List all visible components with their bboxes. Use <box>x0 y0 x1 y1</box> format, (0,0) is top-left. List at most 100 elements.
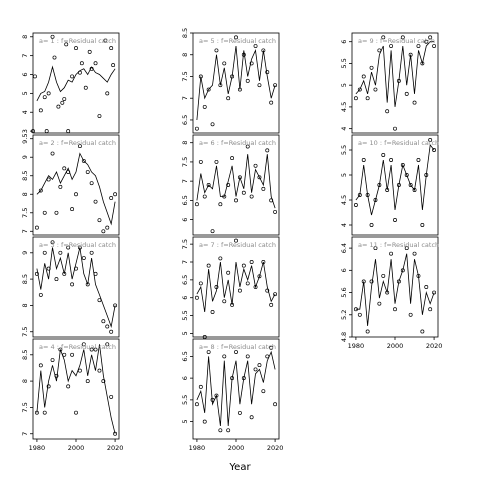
y-tick-label: 5 <box>181 331 189 335</box>
data-point <box>234 198 238 203</box>
data-point <box>253 367 258 372</box>
data-point <box>269 198 274 203</box>
data-point <box>62 271 67 276</box>
panel-title: a= 1 : f=Residual catch <box>39 37 116 45</box>
data-point <box>234 238 238 243</box>
data-point <box>265 288 270 293</box>
y-tick-label: 8 <box>181 53 189 57</box>
data-point <box>50 358 55 363</box>
y-tick-label: 6.5 <box>181 275 189 285</box>
x-tick-label: 2020 <box>426 342 443 350</box>
data-point <box>44 129 49 134</box>
y-tick-label: 8.5 <box>21 350 29 360</box>
data-point <box>404 246 409 251</box>
data-point <box>241 52 246 57</box>
data-point <box>54 277 59 282</box>
data-point <box>214 48 219 53</box>
data-point <box>353 307 358 312</box>
panel-11: 4.8 5.2 5.6 6 6.4 1980 2000 2020 a= 11 : f=Resid… <box>340 236 443 350</box>
data-point <box>70 207 75 212</box>
data-point <box>74 410 78 415</box>
data-point <box>428 35 433 40</box>
data-point <box>206 263 211 268</box>
data-point <box>74 46 78 51</box>
data-point <box>424 39 429 44</box>
data-point <box>113 192 118 197</box>
panel-2: 7 7.5 8 8.5 9 9.5 a= 2 : f=Residual catch <box>21 134 120 236</box>
data-point <box>400 163 405 167</box>
data-point <box>33 74 37 79</box>
y-tick-label: 6 <box>340 40 348 44</box>
data-point <box>97 218 102 223</box>
y-tick-label: 8 <box>21 35 29 39</box>
data-point <box>202 104 207 109</box>
y-tick-label: 7.5 <box>181 157 189 167</box>
panel-title: a= 10 : f=Residual catch <box>358 139 439 147</box>
data-point <box>245 281 250 286</box>
data-point <box>206 87 211 92</box>
y-tick-label: 7 <box>21 54 29 58</box>
data-point <box>396 183 401 187</box>
panel-9: 4 4.5 5 5.5 6 a= 9 : f=Residual catch <box>340 32 439 134</box>
panel-7: 5 5.5 6 6.5 7 7.5 a= 7 : f=Residual catch <box>181 236 280 339</box>
data-point <box>230 74 235 79</box>
data-point <box>81 158 86 163</box>
y-tick-label: 8 <box>21 192 29 196</box>
data-point <box>385 188 390 192</box>
data-point <box>261 48 266 53</box>
data-point <box>404 91 409 96</box>
data-point <box>50 240 55 245</box>
data-point <box>269 345 274 350</box>
fit-line <box>355 253 435 326</box>
data-point <box>101 229 106 234</box>
data-point <box>38 363 43 368</box>
data-point <box>230 376 235 381</box>
data-point <box>389 158 394 162</box>
data-point <box>261 260 266 264</box>
panel-title: a= 3 : f=Residual catch <box>39 241 116 249</box>
y-tick-label: 6.4 <box>340 243 348 253</box>
panel-title: a= 7 : f=Residual catch <box>199 241 276 249</box>
data-point <box>70 74 75 79</box>
data-point <box>97 114 102 118</box>
data-point <box>261 186 266 191</box>
data-point <box>385 109 390 114</box>
data-point <box>361 158 366 162</box>
y-tick-label: 4.8 <box>340 332 348 342</box>
y-tick-label: 5.6 <box>340 287 348 297</box>
data-point <box>241 190 246 195</box>
data-point <box>381 153 386 157</box>
data-point <box>393 126 397 131</box>
data-point <box>93 199 98 204</box>
data-point <box>428 138 433 142</box>
data-point <box>97 298 102 303</box>
panel-title: a= 5 : f=Residual catch <box>199 37 276 45</box>
data-point <box>46 266 51 271</box>
data-point <box>218 83 223 88</box>
data-point <box>412 188 417 192</box>
data-point <box>373 246 378 251</box>
data-point <box>257 83 262 88</box>
data-point <box>257 274 262 279</box>
data-point <box>194 402 199 407</box>
data-point <box>369 65 374 70</box>
data-point <box>253 285 258 289</box>
panel-4: 7 7.5 8 8.5 1980 2000 2020 a= 4 : f=Residual ca… <box>21 338 123 452</box>
y-tick-label: 8 <box>21 303 29 307</box>
data-point <box>70 282 75 287</box>
data-point <box>241 263 246 268</box>
y-tick-label: 7 <box>21 432 29 436</box>
data-point <box>400 268 405 273</box>
y-tick-label: 7.5 <box>181 239 189 249</box>
data-point <box>365 329 370 334</box>
y-tick-label: 8 <box>181 141 189 145</box>
y-tick-label: 5.5 <box>181 310 189 320</box>
data-point <box>93 61 98 66</box>
panel-frame <box>192 134 280 236</box>
data-point <box>105 91 110 96</box>
data-point <box>64 42 69 47</box>
data-point <box>357 312 362 317</box>
data-point <box>381 273 386 278</box>
panel-title: a= 6 : f=Residual catch <box>199 139 276 147</box>
